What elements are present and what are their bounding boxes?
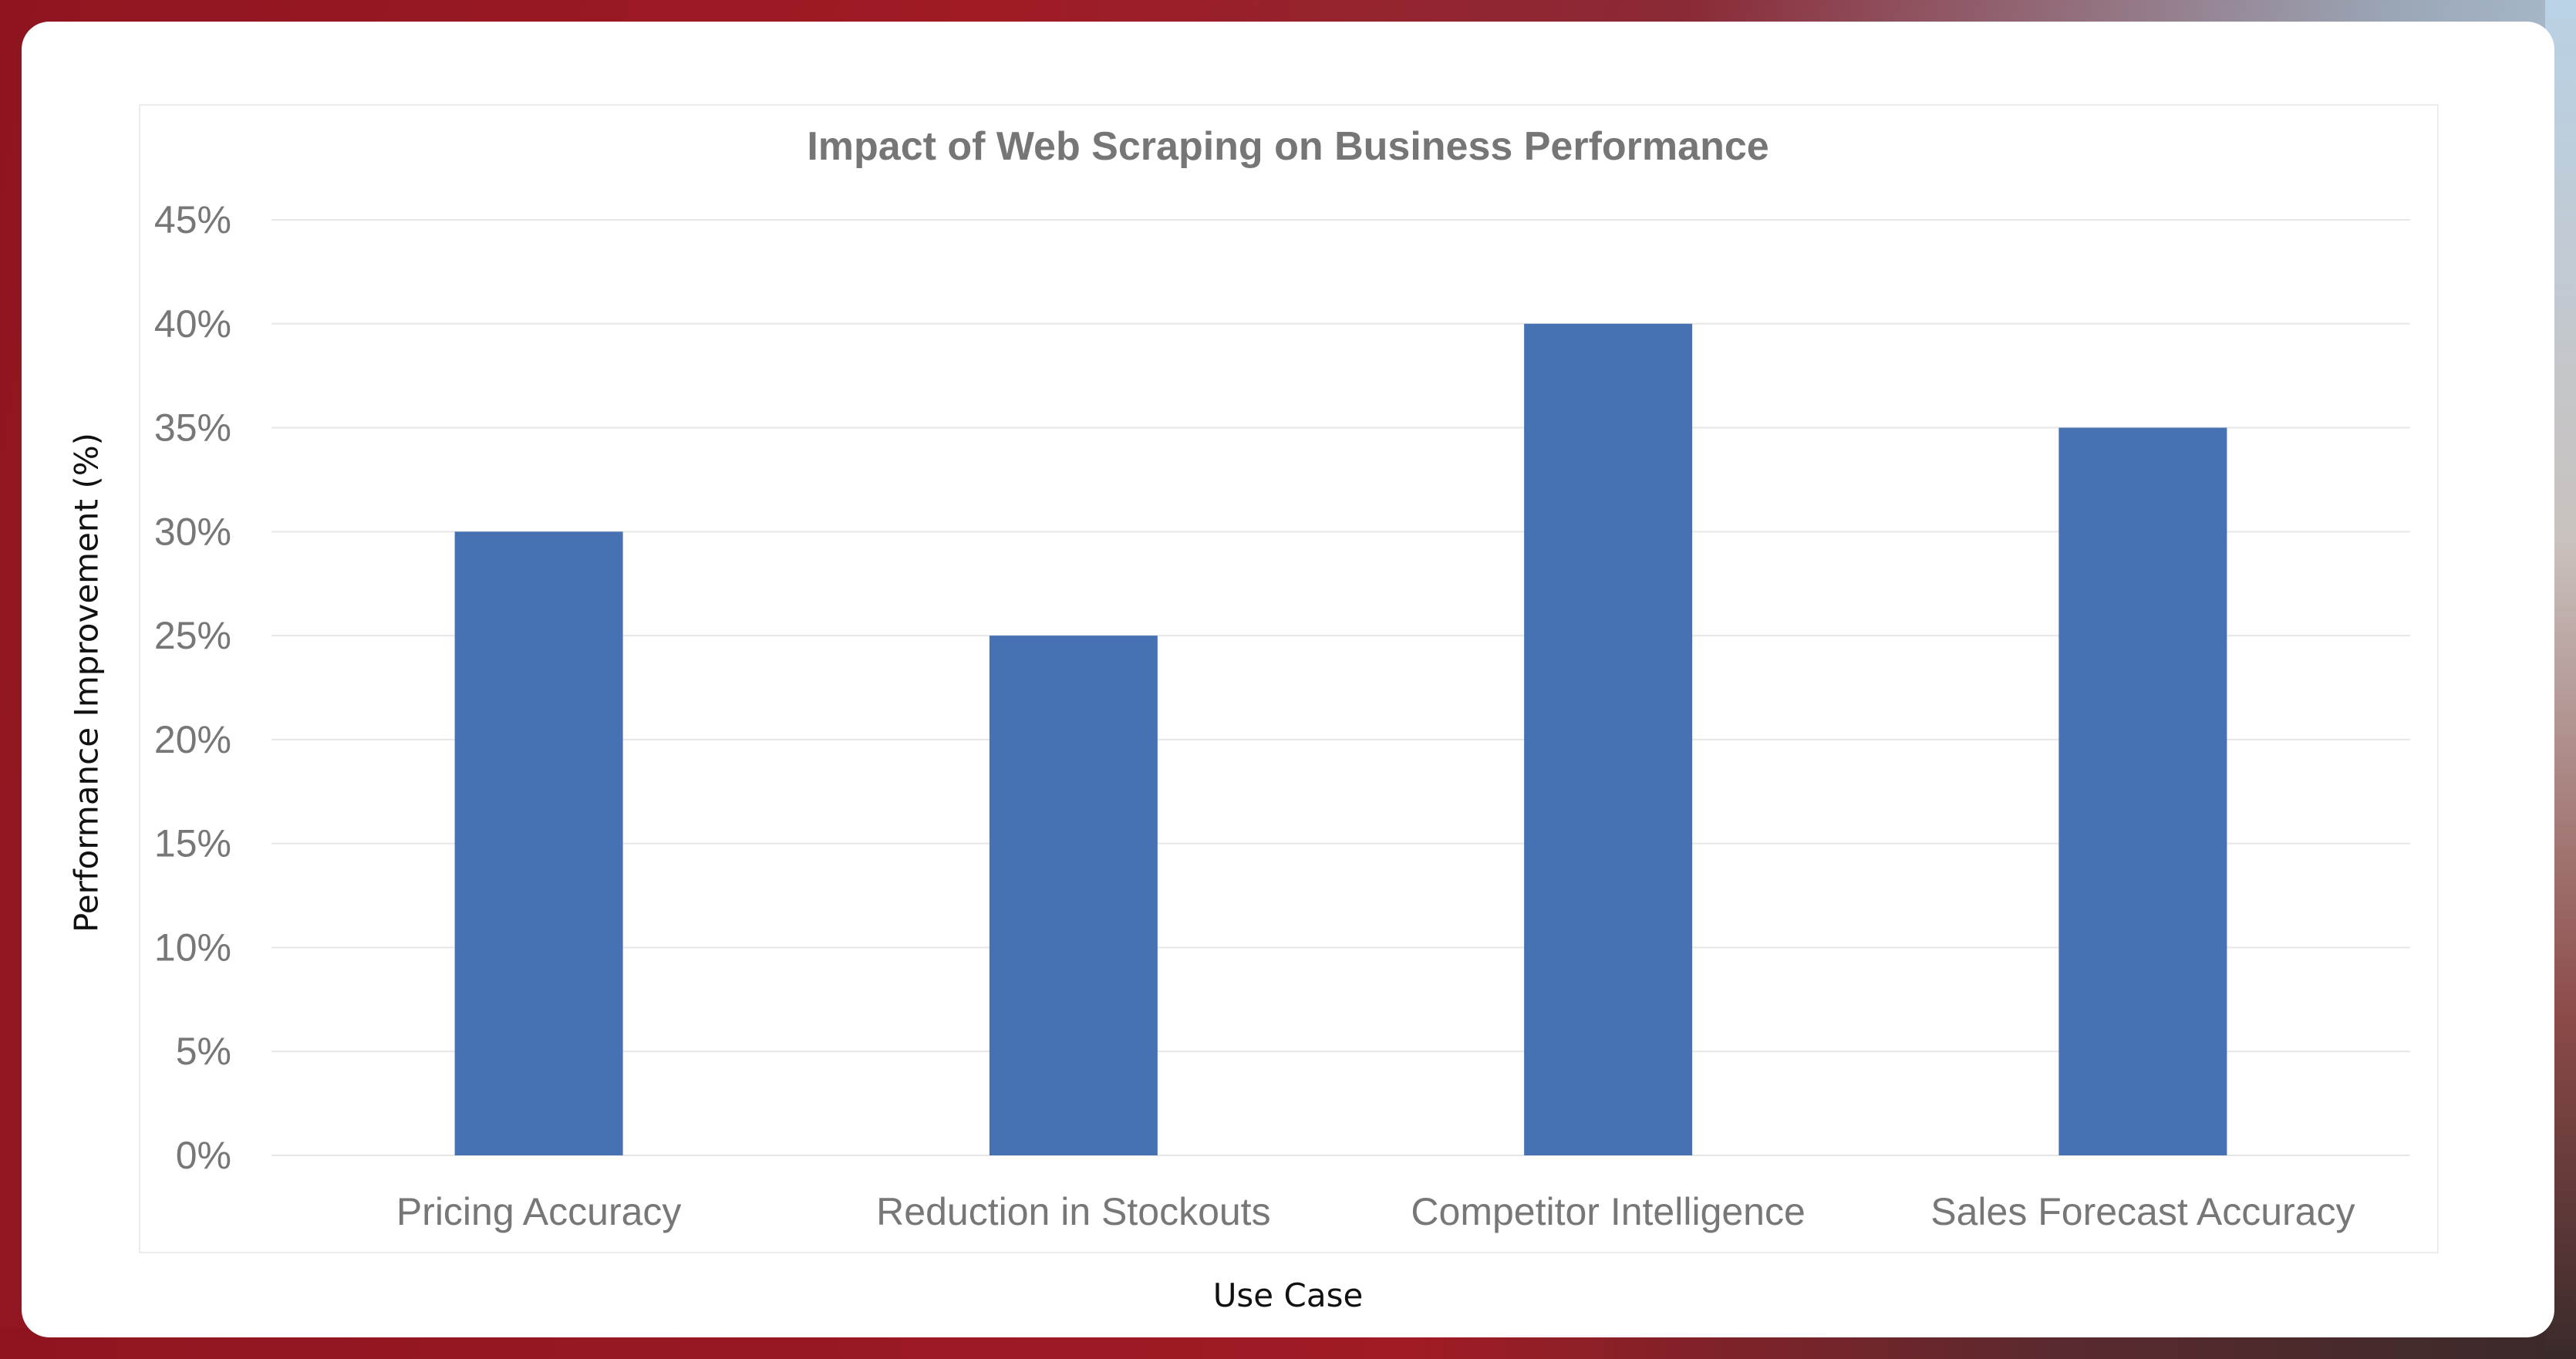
y-tick-label: 20%	[154, 718, 231, 761]
x-tick-label: Pricing Accuracy	[396, 1190, 682, 1233]
y-tick-label: 10%	[154, 926, 231, 969]
y-tick-label: 25%	[154, 614, 231, 657]
x-axis-label: Use Case	[1212, 1276, 1364, 1314]
y-tick-label: 5%	[176, 1030, 231, 1073]
bar	[989, 636, 1158, 1155]
y-tick-label: 15%	[154, 822, 231, 865]
chart-title: Impact of Web Scraping on Business Perfo…	[807, 124, 1769, 169]
y-tick-label: 35%	[154, 406, 231, 450]
bar	[1524, 323, 1693, 1155]
x-tick-label: Reduction in Stockouts	[876, 1190, 1270, 1233]
x-tick-label: Sales Forecast Accuracy	[1930, 1190, 2355, 1233]
x-tick-label: Competitor Intelligence	[1411, 1190, 1805, 1233]
bar	[2058, 427, 2227, 1155]
y-tick-label: 40%	[154, 302, 231, 346]
y-tick-label: 0%	[176, 1134, 231, 1177]
chart-frame	[139, 104, 2439, 1253]
y-tick-label: 45%	[154, 198, 231, 241]
bar	[454, 531, 623, 1155]
y-tick-label: 30%	[154, 510, 231, 553]
